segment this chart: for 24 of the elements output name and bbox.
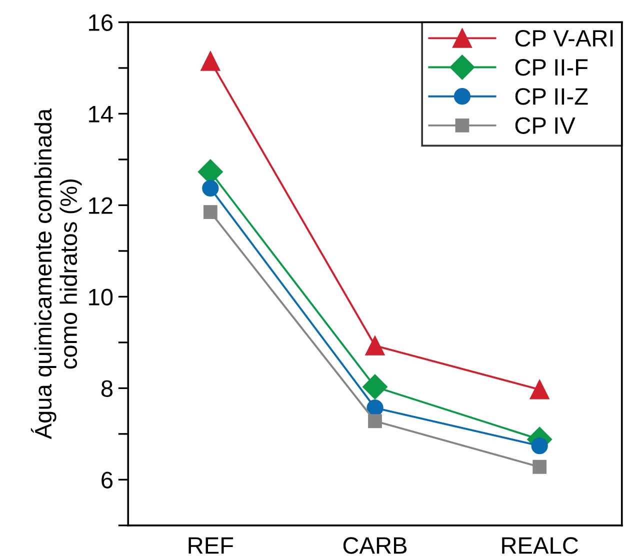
y-tick-label: 16 [89,14,113,32]
point [200,51,220,71]
point [203,205,218,220]
legend-label: CP II-F [515,59,588,76]
y-tick-label: 10 [89,288,113,306]
point [368,414,382,428]
x-tick-label: REALC [502,537,578,554]
x-tick-label: CARB [343,537,407,554]
x-tick-label: REF [188,537,234,554]
y-tick-label: 12 [89,197,112,214]
legend-label: CP II-Z [515,88,588,105]
y-tick-label: 6 [102,472,113,488]
point [532,460,547,474]
legend-label: CP V-ARI [515,30,613,47]
point [531,437,548,454]
y-tick-label: 14 [89,106,113,122]
point [362,374,388,400]
y-axis-title: Água quimicamente combinada como hidratos (%) [30,108,82,440]
point [365,336,385,356]
point [366,400,384,416]
point [530,380,550,400]
point [202,180,219,197]
legend-label: CP IV [515,117,576,134]
y-tick-label: 8 [101,380,113,397]
